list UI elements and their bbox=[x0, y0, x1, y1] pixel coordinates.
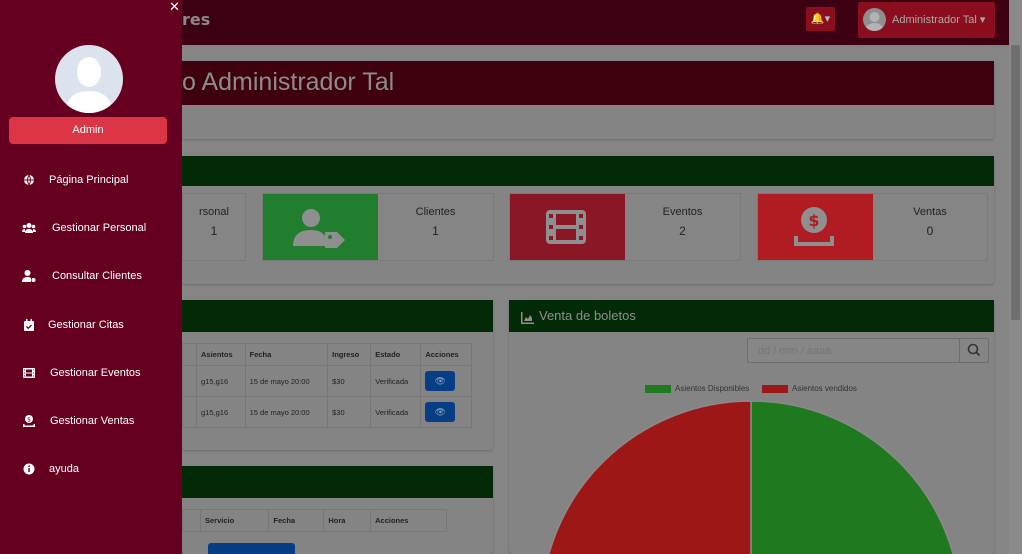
stat-value: 1 bbox=[210, 224, 218, 238]
stat-label: Eventos bbox=[662, 206, 703, 218]
scrollbar-thumb[interactable] bbox=[1011, 45, 1020, 320]
cell-ingreso: $30 bbox=[327, 396, 372, 428]
sidebar-item-pagina-principal[interactable]: Página Principal bbox=[0, 166, 182, 196]
date-input[interactable] bbox=[747, 338, 960, 363]
page-title: o Administrador Tal bbox=[182, 68, 395, 96]
citas-table: Asientos Fecha Ingreso Estado Acciones g… bbox=[182, 343, 472, 428]
citas-card-header bbox=[182, 300, 493, 332]
cell-ingreso: $30 bbox=[327, 365, 372, 397]
date-search-button[interactable] bbox=[959, 338, 989, 363]
brand-name[interactable]: res bbox=[182, 10, 211, 29]
legend-swatch bbox=[762, 384, 788, 393]
stat-value: 2 bbox=[679, 224, 686, 238]
chart-area-icon bbox=[521, 309, 534, 328]
close-icon: ✕ bbox=[169, 0, 180, 15]
col-hora: Hora bbox=[323, 509, 372, 532]
svg-text:$: $ bbox=[808, 211, 819, 230]
col-fecha: Fecha bbox=[268, 509, 325, 532]
sidebar-item-label: Gestionar Eventos bbox=[50, 367, 141, 379]
stat-label: Ventas bbox=[913, 206, 947, 218]
role-badge: Admin bbox=[9, 117, 167, 144]
legend-item[interactable]: Asientos Disponibles bbox=[645, 384, 749, 393]
stat-ventas: $ Ventas 0 bbox=[757, 193, 988, 261]
col-servicio: Servicio bbox=[199, 509, 270, 532]
sidebar-item-label: ayuda bbox=[49, 463, 79, 475]
film-icon bbox=[23, 368, 35, 378]
calendar-check-icon bbox=[24, 319, 34, 331]
user-name: Administrador Tal ▾ bbox=[892, 14, 986, 26]
col-ingreso: Ingreso bbox=[327, 343, 372, 366]
user-menu-button[interactable]: Administrador Tal ▾ bbox=[858, 2, 995, 38]
user-tag-icon bbox=[263, 194, 378, 260]
legend-item[interactable]: Asientos vendidos bbox=[762, 384, 857, 393]
col-estado: Estado bbox=[370, 343, 422, 366]
legend-label: Asientos Disponibles bbox=[675, 384, 750, 393]
svg-text:$: $ bbox=[27, 416, 31, 423]
legend-label: Asientos vendidos bbox=[792, 384, 857, 393]
info-icon bbox=[23, 463, 35, 475]
stat-personal: rsonal 1 bbox=[182, 193, 246, 261]
sidebar: ✕ Admin Página Principal Gestionar Perso… bbox=[0, 0, 182, 554]
money-hand-icon: $ bbox=[758, 194, 873, 260]
servicios-table: Servicio Fecha Hora Acciones bbox=[182, 509, 447, 532]
ventas-card-header: Venta de boletos bbox=[509, 300, 994, 332]
film-icon bbox=[510, 194, 625, 260]
cell-estado: Verificada bbox=[370, 365, 422, 397]
globe-icon bbox=[24, 174, 34, 186]
eye-icon: 👁 bbox=[434, 407, 447, 417]
stat-eventos: Eventos 2 bbox=[509, 193, 741, 261]
view-button[interactable]: 👁 bbox=[425, 402, 456, 422]
avatar bbox=[55, 45, 123, 113]
col-fecha: Fecha bbox=[244, 343, 329, 366]
welcome-header bbox=[182, 61, 994, 105]
search-icon bbox=[967, 343, 981, 357]
sidebar-item-label: Consultar Clientes bbox=[52, 270, 142, 282]
sidebar-item-label: Gestionar Personal bbox=[52, 222, 147, 234]
stat-value: 1 bbox=[432, 224, 439, 238]
stat-value: 0 bbox=[926, 224, 934, 238]
cell-acciones: 👁 bbox=[420, 365, 472, 397]
stats-header bbox=[182, 156, 994, 186]
pie-slice-disponibles[interactable] bbox=[750, 400, 961, 554]
table-row: g15,g16 15 de mayo 20:00 $30 Verificada … bbox=[182, 365, 472, 397]
stat-clientes: Clientes 1 bbox=[262, 193, 494, 261]
user-cog-icon bbox=[22, 270, 36, 282]
sidebar-item-label: Gestionar Ventas bbox=[50, 415, 135, 427]
cell-asientos: g15,g16 bbox=[196, 365, 246, 397]
card-title: Venta de boletos bbox=[539, 308, 636, 323]
view-button[interactable]: 👁 bbox=[425, 371, 456, 391]
users-icon bbox=[22, 223, 36, 233]
cell-fecha: 15 de mayo 20:00 bbox=[244, 365, 329, 397]
sidebar-item-gestionar-eventos[interactable]: Gestionar Eventos bbox=[0, 359, 182, 389]
notifications-button[interactable]: 🔔▾ bbox=[806, 7, 835, 31]
sidebar-item-gestionar-citas[interactable]: Gestionar Citas bbox=[0, 311, 182, 341]
cell-acciones: 👁 bbox=[420, 396, 472, 428]
col-asientos: Asientos bbox=[196, 343, 246, 366]
ventas-pie-chart bbox=[541, 400, 961, 554]
sidebar-item-gestionar-ventas[interactable]: $ Gestionar Ventas bbox=[0, 407, 182, 437]
avatar bbox=[863, 8, 886, 31]
stat-label: rsonal bbox=[199, 206, 229, 218]
hand-coin-icon: $ bbox=[23, 415, 35, 427]
servicios-card-header bbox=[182, 466, 493, 498]
col-acciones: Acciones bbox=[370, 509, 447, 532]
sidebar-item-consultar-clientes[interactable]: Consultar Clientes bbox=[0, 262, 182, 292]
eye-icon: 👁 bbox=[434, 376, 447, 386]
col-acciones: Acciones bbox=[420, 343, 472, 366]
action-button[interactable] bbox=[208, 543, 295, 554]
sidebar-item-label: Página Principal bbox=[49, 174, 129, 186]
bell-icon: 🔔▾ bbox=[810, 12, 831, 25]
cell-asientos: g15,g16 bbox=[196, 396, 246, 428]
close-sidebar-button[interactable]: ✕ bbox=[169, 0, 180, 15]
sidebar-item-ayuda[interactable]: ayuda bbox=[0, 455, 182, 485]
stat-label: Clientes bbox=[415, 206, 456, 218]
cell-fecha: 15 de mayo 20:00 bbox=[244, 396, 329, 428]
sidebar-item-label: Gestionar Citas bbox=[48, 319, 124, 331]
cell-estado: Verificada bbox=[370, 396, 422, 428]
legend-swatch bbox=[645, 384, 671, 393]
pie-slice-vendidos[interactable] bbox=[541, 400, 752, 554]
sidebar-item-gestionar-personal[interactable]: Gestionar Personal bbox=[0, 214, 182, 244]
table-row: g15,g16 15 de mayo 20:00 $30 Verificada … bbox=[182, 396, 472, 428]
